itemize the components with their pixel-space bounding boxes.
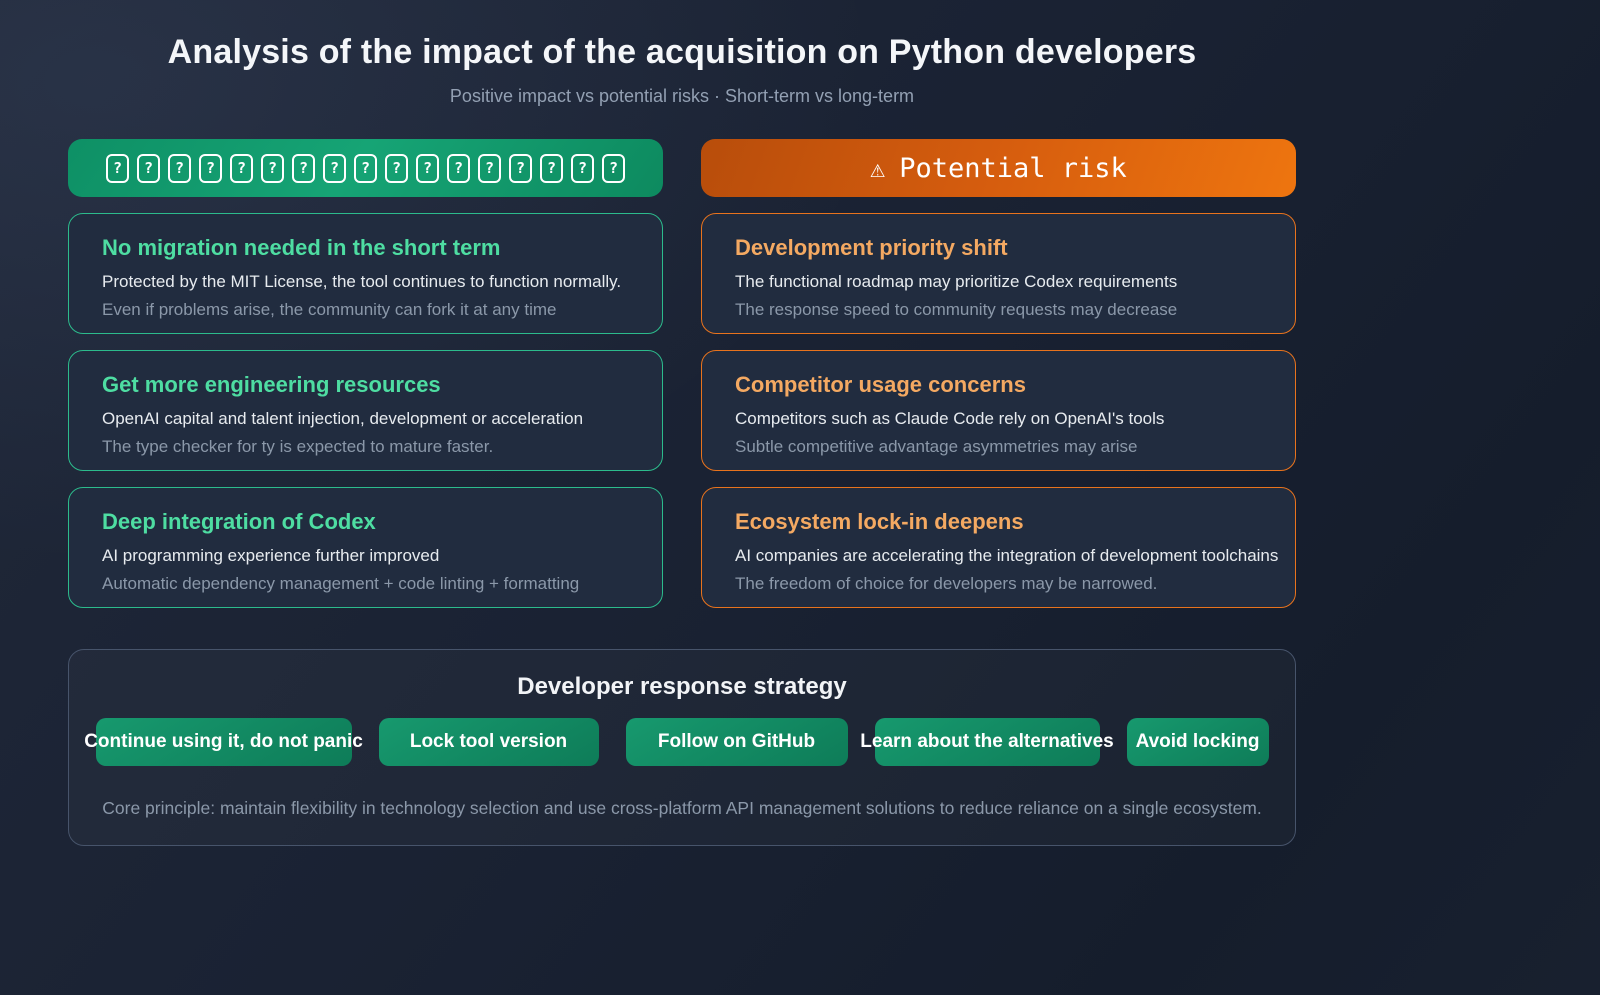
card-line1: Competitors such as Claude Code rely on … [735, 409, 1165, 428]
positive-card-3: Deep integration of Codex AI programming… [68, 487, 663, 608]
card-title: Get more engineering resources [102, 372, 441, 397]
risk-card-2: Competitor usage concerns Competitors su… [701, 350, 1296, 471]
card-title: Competitor usage concerns [735, 372, 1026, 397]
risk-card-1: Development priority shift The functiona… [701, 213, 1296, 334]
card-line1: OpenAI capital and talent injection, dev… [102, 409, 584, 428]
pill-learn-alternatives[interactable]: Learn about the alternatives [860, 718, 1114, 766]
missing-glyph-box: ? [323, 153, 346, 183]
page-subtitle: Positive impact vs potential risks · Sho… [449, 86, 915, 106]
card-line1: The functional roadmap may prioritize Co… [735, 272, 1178, 291]
missing-glyph-box: ? [168, 153, 191, 183]
card-title: No migration needed in the short term [102, 235, 501, 260]
card-line1: Protected by the MIT License, the tool c… [102, 272, 622, 291]
missing-glyph-box: ? [509, 153, 532, 183]
poster: Analysis of the impact of the acquisitio… [68, 0, 1296, 846]
strategy-title: Developer response strategy [517, 673, 847, 700]
missing-glyph-box: ? [478, 153, 501, 183]
risk-header-label: Potential risk [899, 152, 1127, 184]
card-line2: The type checker for ty is expected to m… [102, 437, 494, 456]
positive-card-1: No migration needed in the short term Pr… [68, 213, 663, 334]
missing-glyph-box: ? [261, 153, 284, 183]
card-line2: Even if problems arise, the community ca… [102, 300, 557, 319]
card-line2: Automatic dependency management + code l… [102, 574, 580, 593]
missing-glyph-box: ? [106, 153, 129, 183]
missing-glyph-box: ? [199, 153, 222, 183]
risk-column-header: ⚠ Potential risk [701, 139, 1296, 197]
strategy-pills: Continue using it, do not panic Lock too… [69, 718, 1295, 766]
card-line2: The freedom of choice for developers may… [735, 574, 1158, 593]
risk-card-3: Ecosystem lock-in deepens AI companies a… [701, 487, 1296, 608]
missing-glyph-box: ? [447, 153, 470, 183]
pill-avoid-locking[interactable]: Avoid locking [1126, 718, 1269, 766]
core-principle-note: Core principle: maintain flexibility in … [102, 798, 1262, 818]
missing-glyph-box: ? [292, 153, 315, 183]
missing-glyph-box: ? [230, 153, 253, 183]
missing-glyph-box: ? [385, 153, 408, 183]
card-line1: AI programming experience further improv… [102, 546, 440, 565]
missing-glyph-box: ? [571, 153, 594, 183]
card-title: Deep integration of Codex [102, 509, 376, 534]
missing-glyph-box: ? [602, 153, 625, 183]
card-line1: AI companies are accelerating the integr… [735, 546, 1279, 565]
positive-column-header: ????????????????? [68, 139, 663, 197]
card-line2: Subtle competitive advantage asymmetries… [735, 437, 1138, 456]
strategy-panel: Developer response strategy Continue usi… [68, 649, 1296, 846]
card-line2: The response speed to community requests… [735, 300, 1178, 319]
card-title: Development priority shift [735, 235, 1008, 260]
card-title: Ecosystem lock-in deepens [735, 509, 1024, 534]
missing-glyph-box: ? [354, 153, 377, 183]
pill-lock-tool-version[interactable]: Lock tool version [378, 718, 599, 766]
pill-continue-using[interactable]: Continue using it, do not panic [84, 718, 363, 766]
warning-icon: ⚠ [870, 153, 886, 183]
comparison-grid: ????????????????? ⚠ Potential risk No mi… [68, 139, 1296, 608]
missing-glyph-row: ????????????????? [106, 153, 625, 183]
pill-follow-on-github[interactable]: Follow on GitHub [625, 718, 848, 766]
missing-glyph-box: ? [137, 153, 160, 183]
page-title: Analysis of the impact of the acquisitio… [167, 33, 1197, 71]
missing-glyph-box: ? [416, 153, 439, 183]
positive-card-2: Get more engineering resources OpenAI ca… [68, 350, 663, 471]
missing-glyph-box: ? [540, 153, 563, 183]
